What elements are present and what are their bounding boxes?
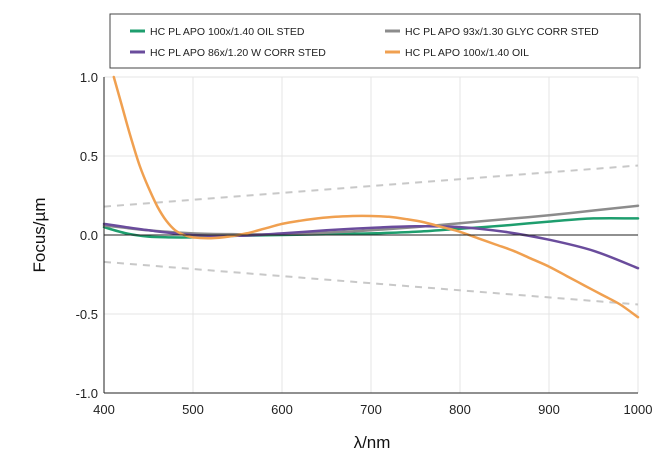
x-tick-label: 800 [449, 402, 471, 417]
y-tick-label: -0.5 [76, 307, 98, 322]
x-tick-label: 900 [538, 402, 560, 417]
tolerance-bound-line [103, 164, 639, 208]
y-tick-label: 0.5 [80, 149, 98, 164]
y-tick-labels: 1.0 0.5 0.0 -0.5 -1.0 [76, 70, 98, 401]
y-tick-label: -1.0 [76, 386, 98, 401]
axes [103, 77, 638, 394]
legend-entry-hc-pl-apo-100x-1-40-oil: HC PL APO 100x/1.40 OIL [405, 47, 529, 59]
legend-entry-hc-pl-apo-93x-1-30-glyc-corr-sted: HC PL APO 93x/1.30 GLYC CORR STED [405, 26, 599, 38]
y-tick-label: 0.0 [80, 228, 98, 243]
y-axis-title: Focus/µm [30, 198, 49, 273]
y-tick-label: 1.0 [80, 70, 98, 85]
x-tick-label: 500 [182, 402, 204, 417]
x-axis-title: λ/nm [354, 433, 391, 452]
legend-entry-hc-pl-apo-86x-1-20-w-corr-sted: HC PL APO 86x/1.20 W CORR STED [150, 47, 326, 59]
x-tick-label: 1000 [624, 402, 653, 417]
series-line-hc-pl-apo-100x-1-40-oil [112, 75, 640, 319]
x-tick-labels: 400 500 600 700 800 900 1000 [93, 402, 652, 417]
legend-box [109, 13, 641, 69]
tolerance-bound-line [103, 260, 639, 306]
series-line-hc-pl-apo-93x-1-30-glyc-corr-sted [102, 204, 640, 236]
tolerance-bounds [103, 164, 639, 306]
legend-entry-hc-pl-apo-100x-1-40-oil-sted: HC PL APO 100x/1.40 OIL STED [150, 26, 305, 38]
legend: HC PL APO 100x/1.40 OIL STED HC PL APO 93… [109, 13, 641, 69]
x-tick-label: 400 [93, 402, 115, 417]
x-tick-label: 600 [271, 402, 293, 417]
x-tick-label: 700 [360, 402, 382, 417]
